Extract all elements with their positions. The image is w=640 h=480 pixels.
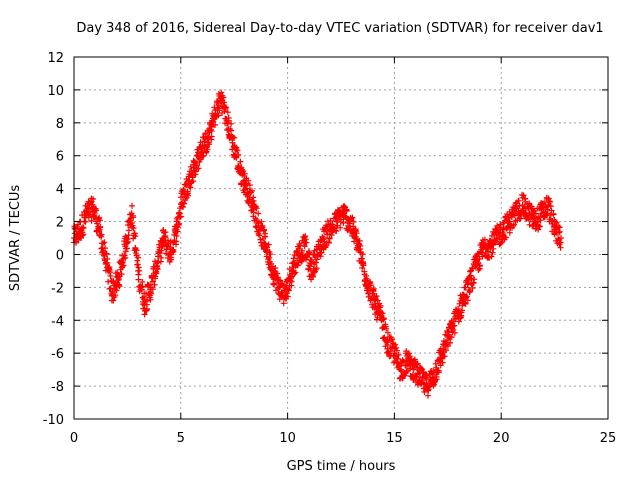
x-tick-label: 15 [386, 431, 403, 446]
y-tick-label: -8 [51, 380, 64, 395]
data-point-cluster [493, 221, 507, 248]
y-tick-label: 0 [56, 248, 64, 263]
data-point-cluster [256, 218, 269, 253]
data-point-cluster [276, 277, 289, 307]
data-point-cluster [96, 217, 109, 274]
plot-frame [73, 56, 609, 420]
data-point-cluster [538, 194, 551, 221]
data-point [558, 235, 565, 241]
grid [74, 57, 608, 419]
data-point-cluster [416, 364, 429, 395]
data-point-cluster [199, 127, 212, 160]
x-tick-label: 20 [493, 431, 510, 446]
data-point-cluster [237, 158, 250, 198]
y-tick-label: -4 [51, 314, 64, 329]
data-point-cluster [121, 211, 134, 255]
y-tick-label: 12 [47, 51, 64, 66]
x-tick-label: 0 [70, 431, 78, 446]
data-point [115, 276, 122, 283]
y-tick-label: -10 [43, 413, 64, 428]
data-points [71, 89, 565, 399]
data-point-cluster [468, 252, 481, 291]
data-point-cluster [506, 202, 519, 236]
data-point-cluster [83, 195, 97, 224]
data-point-cluster [436, 331, 449, 369]
data-point-cluster [308, 243, 320, 283]
y-tick-label: -6 [51, 347, 64, 362]
data-point [410, 366, 417, 373]
data-point-cluster [167, 223, 180, 263]
data-point-cluster [186, 157, 199, 191]
y-tick-label: 10 [47, 84, 64, 99]
chart-title: Day 348 of 2016, Sidereal Day-to-day VTE… [76, 21, 603, 36]
data-point-cluster [321, 218, 333, 251]
y-tick-label: -2 [51, 281, 64, 296]
data-point [436, 358, 443, 365]
data-point-cluster [461, 267, 475, 307]
data-point-cluster [551, 218, 564, 251]
data-point-cluster [430, 356, 443, 389]
data-point-cluster [129, 202, 142, 268]
data-point [154, 259, 161, 266]
data-point [276, 284, 283, 291]
data-point-cluster [282, 266, 295, 302]
x-tick-label: 10 [279, 431, 296, 446]
data-point-cluster [289, 247, 301, 280]
data-point-cluster [365, 278, 378, 311]
x-tick-label: 25 [600, 431, 617, 446]
x-tick-label: 5 [177, 431, 185, 446]
y-tick-label: 4 [56, 183, 64, 198]
y-tick-label: 6 [56, 150, 64, 165]
data-point-cluster [115, 238, 129, 290]
axis-ticks: 0 5 10 15 20 25 -10 -8 -6 -4 -2 0 2 4 6 8 10 12 [43, 51, 617, 446]
data-point-cluster [269, 263, 282, 297]
data-point-cluster [372, 293, 385, 323]
y-axis-label: SDTVAR / TECUs [8, 185, 23, 292]
y-tick-label: 2 [56, 216, 64, 231]
x-axis-label: GPS time / hours [287, 459, 396, 474]
y-tick-label: 8 [56, 117, 64, 132]
data-point-cluster [384, 333, 398, 366]
